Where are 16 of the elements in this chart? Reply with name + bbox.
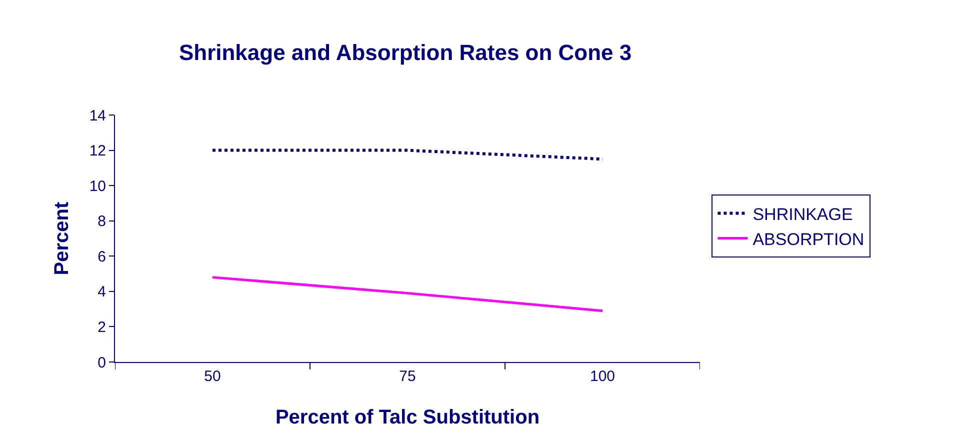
y-tick-label: 8: [98, 213, 106, 230]
y-tick-label: 4: [98, 284, 106, 301]
legend-label: ABSORPTION: [752, 230, 864, 249]
x-tick-label: 100: [590, 368, 616, 385]
y-tick-label: 0: [98, 354, 106, 372]
x-axis-title: Percent of Talc Substitution: [275, 406, 540, 428]
y-axis-title: Percent: [50, 201, 73, 276]
y-tick-label: 2: [98, 318, 106, 336]
y-tick-label: 14: [89, 107, 106, 124]
y-tick-label: 12: [89, 142, 106, 160]
chart-title: Shrinkage and Absorption Rates on Cone 3: [178, 40, 632, 66]
y-tick-label: 6: [98, 248, 106, 266]
x-tick-label: 75: [399, 368, 416, 385]
y-tick-label: 10: [89, 178, 106, 195]
legend-label: SHRINKAGE: [752, 204, 853, 224]
x-tick-label: 50: [204, 368, 221, 385]
